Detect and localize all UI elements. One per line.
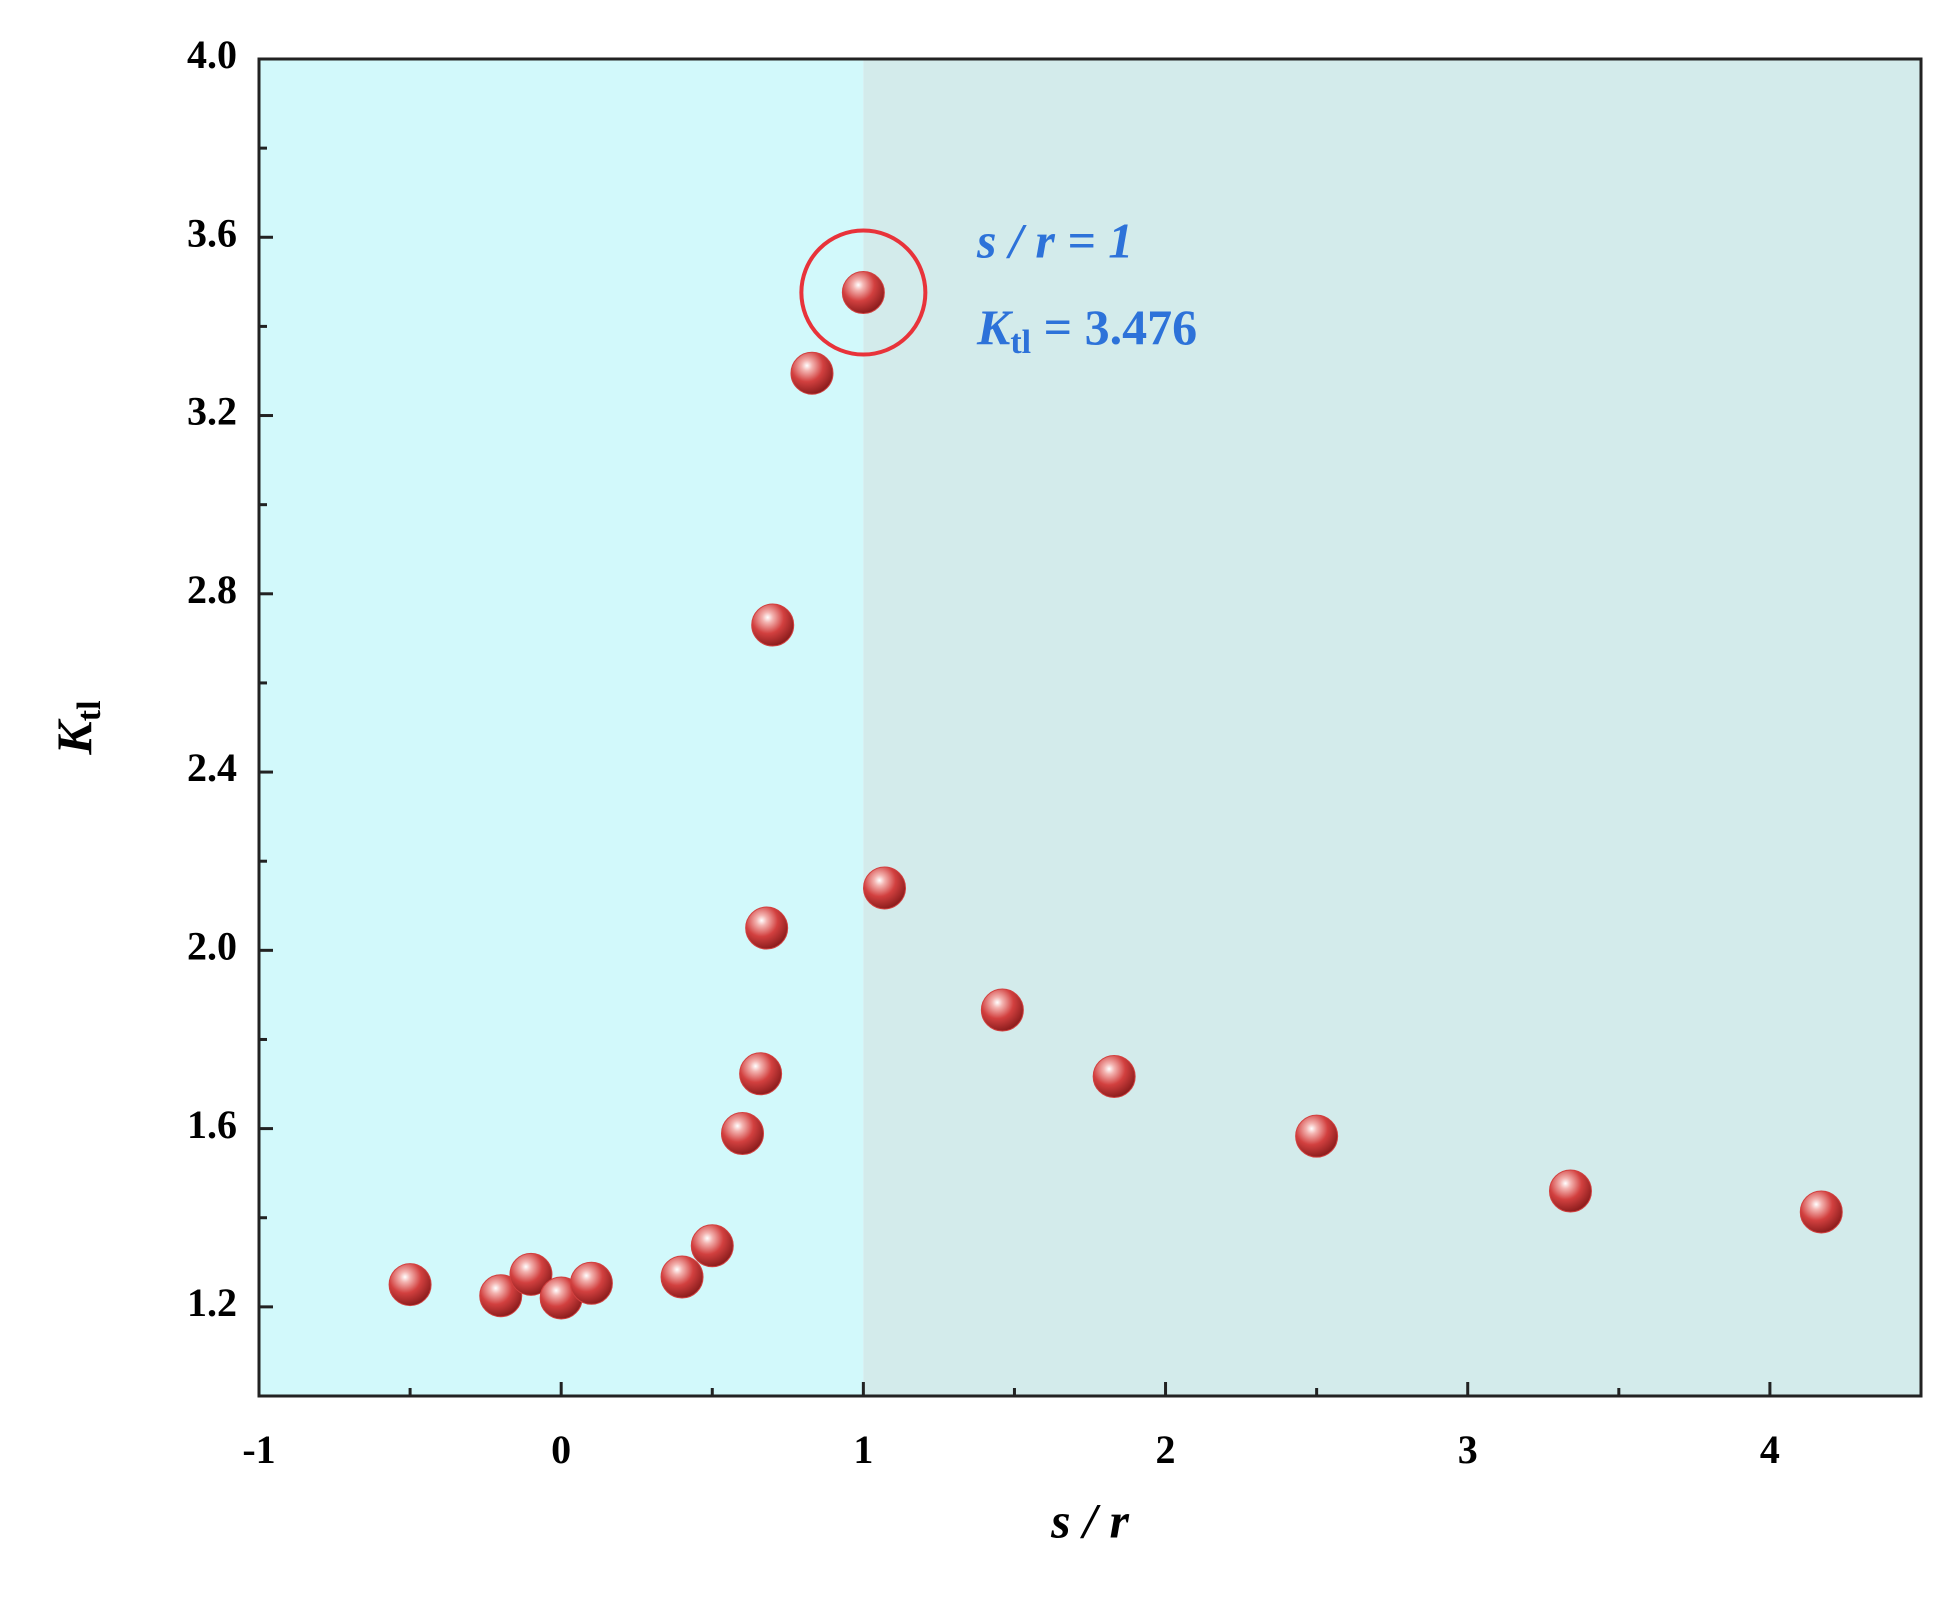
y-tick-label: 2.0 — [187, 924, 237, 969]
y-tick-label: 2.8 — [187, 567, 237, 612]
x-tick-label: 3 — [1458, 1427, 1478, 1472]
data-point — [863, 866, 907, 910]
y-tick-label: 4.0 — [187, 32, 237, 77]
data-point — [751, 603, 795, 647]
x-tick-label: 4 — [1760, 1427, 1780, 1472]
x-axis-label: s / r — [1050, 1492, 1129, 1548]
annotation-rest: = 3.476 — [1031, 299, 1197, 355]
annotation-main: K — [976, 299, 1014, 355]
y-label-sub: tl — [71, 700, 108, 721]
region-right — [863, 59, 1921, 1396]
data-point — [720, 1112, 764, 1156]
annotation-line1: s / r = 1 — [976, 212, 1133, 268]
data-point — [745, 906, 789, 950]
y-label-main: K — [46, 718, 102, 756]
x-tick-label: -1 — [242, 1427, 275, 1472]
y-tick-label: 3.6 — [187, 210, 237, 255]
y-axis-label: Ktl — [46, 700, 107, 755]
data-point — [509, 1252, 553, 1296]
highlight-ring — [799, 228, 928, 357]
data-point — [1092, 1054, 1136, 1098]
data-point — [790, 351, 834, 395]
y-tick-label: 1.6 — [187, 1102, 237, 1147]
region-left — [259, 59, 864, 1396]
x-tick-label: 0 — [551, 1427, 571, 1472]
data-point — [1799, 1190, 1843, 1234]
x-tick-label: 2 — [1156, 1427, 1176, 1472]
data-point — [1295, 1114, 1339, 1158]
data-point — [739, 1052, 783, 1096]
y-tick-label: 3.2 — [187, 389, 237, 434]
data-point — [690, 1224, 734, 1268]
data-point — [569, 1261, 613, 1305]
plot-frame — [257, 57, 1923, 1398]
x-tick-label: 1 — [853, 1427, 873, 1472]
annotation-sub: tl — [1010, 324, 1031, 361]
y-tick-label: 2.4 — [187, 745, 237, 790]
data-point — [388, 1263, 432, 1307]
data-point — [1548, 1169, 1592, 1213]
y-tick-label: 1.2 — [187, 1280, 237, 1325]
data-point — [841, 271, 885, 315]
annotation-line2: Ktl = 3.476 — [976, 299, 1197, 360]
data-point — [980, 988, 1024, 1032]
data-point — [660, 1255, 704, 1299]
data-point — [479, 1274, 523, 1318]
